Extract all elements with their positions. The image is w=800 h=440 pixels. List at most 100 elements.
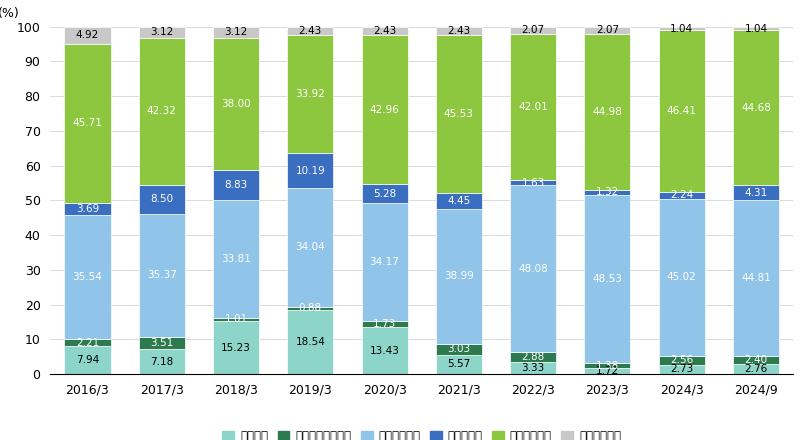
- Text: 2.24: 2.24: [670, 191, 694, 200]
- Text: 4.92: 4.92: [76, 30, 99, 40]
- Bar: [213, 27, 259, 37]
- Text: 42.32: 42.32: [147, 106, 177, 116]
- Text: (%): (%): [0, 7, 20, 20]
- Bar: [138, 37, 185, 184]
- Bar: [733, 201, 779, 356]
- Bar: [658, 30, 705, 191]
- Text: 18.54: 18.54: [295, 337, 326, 347]
- Text: 42.01: 42.01: [518, 102, 548, 112]
- Text: 1.04: 1.04: [670, 23, 694, 33]
- Bar: [658, 364, 705, 374]
- Bar: [213, 200, 259, 318]
- Bar: [138, 349, 185, 374]
- Text: 1.04: 1.04: [744, 23, 767, 33]
- Text: 44.81: 44.81: [741, 273, 771, 283]
- Text: 3.12: 3.12: [150, 27, 174, 37]
- Text: 8.50: 8.50: [150, 194, 174, 204]
- Text: 7.94: 7.94: [76, 355, 99, 365]
- Bar: [436, 209, 482, 344]
- Text: 45.71: 45.71: [73, 118, 102, 128]
- Text: 2.56: 2.56: [670, 355, 694, 365]
- Text: 45.53: 45.53: [444, 109, 474, 119]
- Text: 1.32: 1.32: [596, 187, 619, 198]
- Text: 2.43: 2.43: [298, 26, 322, 36]
- Bar: [510, 27, 556, 34]
- Bar: [138, 27, 185, 37]
- Legend: 金融機関, 金融商品取引業者, その他の法人, 外国法人等, 個人・その他, 自己名義株式: 金融機関, 金融商品取引業者, その他の法人, 外国法人等, 個人・その他, 自…: [218, 425, 626, 440]
- Text: 1.01: 1.01: [225, 314, 247, 324]
- Bar: [65, 202, 110, 215]
- Text: 3.12: 3.12: [224, 27, 248, 37]
- Text: 7.18: 7.18: [150, 356, 174, 367]
- Text: 2.21: 2.21: [76, 337, 99, 348]
- Text: 2.76: 2.76: [744, 364, 767, 374]
- Bar: [213, 37, 259, 169]
- Bar: [510, 186, 556, 352]
- Text: 2.43: 2.43: [373, 26, 396, 36]
- Text: 48.08: 48.08: [518, 264, 548, 274]
- Bar: [584, 34, 630, 190]
- Text: 34.04: 34.04: [295, 242, 325, 253]
- Bar: [733, 27, 779, 30]
- Text: 4.45: 4.45: [447, 196, 470, 206]
- Bar: [436, 193, 482, 209]
- Text: 46.41: 46.41: [666, 106, 697, 116]
- Text: 10.19: 10.19: [295, 165, 325, 176]
- Text: 2.07: 2.07: [596, 26, 619, 35]
- Text: 35.37: 35.37: [147, 271, 177, 280]
- Bar: [733, 186, 779, 201]
- Bar: [510, 363, 556, 374]
- Text: 34.17: 34.17: [370, 257, 399, 267]
- Text: 15.23: 15.23: [221, 343, 251, 352]
- Bar: [65, 215, 110, 339]
- Text: 44.98: 44.98: [593, 107, 622, 117]
- Text: 2.40: 2.40: [744, 355, 767, 365]
- Bar: [584, 27, 630, 34]
- Text: 38.99: 38.99: [444, 271, 474, 282]
- Text: 33.81: 33.81: [221, 254, 251, 264]
- Bar: [65, 27, 110, 44]
- Bar: [362, 321, 407, 327]
- Bar: [287, 310, 334, 374]
- Text: 2.07: 2.07: [522, 26, 545, 35]
- Bar: [362, 203, 407, 321]
- Bar: [436, 344, 482, 355]
- Text: 1.63: 1.63: [522, 178, 545, 187]
- Bar: [436, 35, 482, 193]
- Bar: [658, 27, 705, 30]
- Bar: [510, 180, 556, 186]
- Bar: [436, 355, 482, 374]
- Bar: [213, 169, 259, 200]
- Text: 1.73: 1.73: [373, 319, 396, 330]
- Text: 1.72: 1.72: [596, 366, 619, 376]
- Bar: [65, 346, 110, 374]
- Text: 38.00: 38.00: [222, 99, 251, 109]
- Bar: [287, 307, 334, 310]
- Text: 3.69: 3.69: [76, 204, 99, 214]
- Bar: [213, 318, 259, 321]
- Text: 42.96: 42.96: [370, 105, 399, 115]
- Text: 48.53: 48.53: [593, 274, 622, 284]
- Text: 3.33: 3.33: [522, 363, 545, 373]
- Text: 2.88: 2.88: [522, 352, 545, 363]
- Bar: [362, 327, 407, 374]
- Text: 8.83: 8.83: [224, 180, 248, 190]
- Bar: [584, 368, 630, 374]
- Bar: [658, 199, 705, 356]
- Text: 5.28: 5.28: [373, 188, 396, 198]
- Bar: [138, 337, 185, 349]
- Bar: [213, 321, 259, 374]
- Text: 0.88: 0.88: [298, 303, 322, 313]
- Bar: [287, 188, 334, 307]
- Bar: [658, 191, 705, 199]
- Bar: [510, 34, 556, 180]
- Text: 2.43: 2.43: [447, 26, 470, 36]
- Text: 2.73: 2.73: [670, 364, 694, 374]
- Bar: [362, 184, 407, 203]
- Bar: [65, 339, 110, 346]
- Text: 3.51: 3.51: [150, 338, 174, 348]
- Bar: [138, 184, 185, 214]
- Text: 35.54: 35.54: [73, 272, 102, 282]
- Text: 33.92: 33.92: [295, 89, 326, 99]
- Bar: [584, 363, 630, 368]
